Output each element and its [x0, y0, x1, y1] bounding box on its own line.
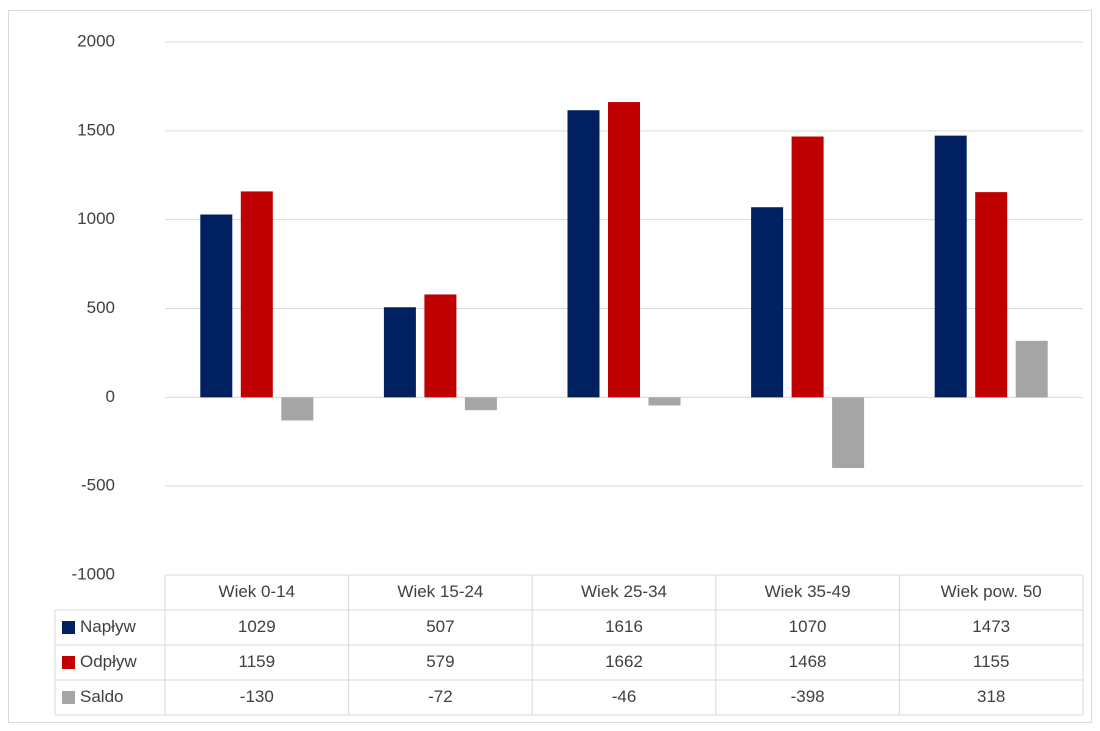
table-value: 579 [426, 652, 454, 671]
table-value: -398 [791, 687, 825, 706]
legend-key [62, 656, 75, 669]
y-tick-label: 500 [87, 298, 115, 317]
y-tick-label: 0 [106, 387, 115, 406]
legend-label: Napływ [80, 617, 136, 636]
bar [383, 307, 416, 398]
y-tick-label: 1500 [77, 120, 115, 139]
table-value: 1473 [972, 617, 1010, 636]
x-tick-label: Wiek 35-49 [765, 582, 851, 601]
y-tick-label: 2000 [77, 31, 115, 50]
bar [832, 397, 865, 469]
bar [567, 110, 600, 398]
bar [648, 397, 681, 406]
legend-key [62, 621, 75, 634]
bar [464, 397, 497, 411]
bar [608, 102, 640, 398]
legend-label: Odpływ [80, 652, 137, 671]
table-value: 1616 [605, 617, 643, 636]
legend-label: Saldo [80, 687, 123, 706]
table-value: 1070 [789, 617, 827, 636]
bar [934, 135, 967, 398]
bar [200, 214, 233, 398]
x-tick-label: Wiek pow. 50 [941, 582, 1042, 601]
bar [751, 207, 784, 398]
table-value: 1029 [238, 617, 276, 636]
x-tick-label: Wiek 15-24 [397, 582, 483, 601]
chart-frame [8, 10, 1092, 723]
x-tick-label: Wiek 25-34 [581, 582, 667, 601]
legend-key [62, 691, 75, 704]
bar [1015, 340, 1048, 398]
table-value: -130 [240, 687, 274, 706]
table-value: -72 [428, 687, 453, 706]
table-value: 1468 [789, 652, 827, 671]
table-value: 318 [977, 687, 1005, 706]
bar [791, 136, 824, 398]
table-value: 507 [426, 617, 454, 636]
y-tick-label: -1000 [72, 564, 115, 583]
table-value: 1159 [239, 652, 276, 671]
bar [240, 191, 273, 398]
bar [424, 294, 457, 398]
table-value: 1155 [973, 652, 1010, 671]
bar [281, 397, 314, 421]
bar [975, 192, 1008, 398]
y-tick-label: -500 [81, 476, 115, 495]
table-value: 1662 [605, 652, 643, 671]
table-value: -46 [612, 687, 637, 706]
y-tick-label: 1000 [77, 209, 115, 228]
x-tick-label: Wiek 0-14 [219, 582, 296, 601]
